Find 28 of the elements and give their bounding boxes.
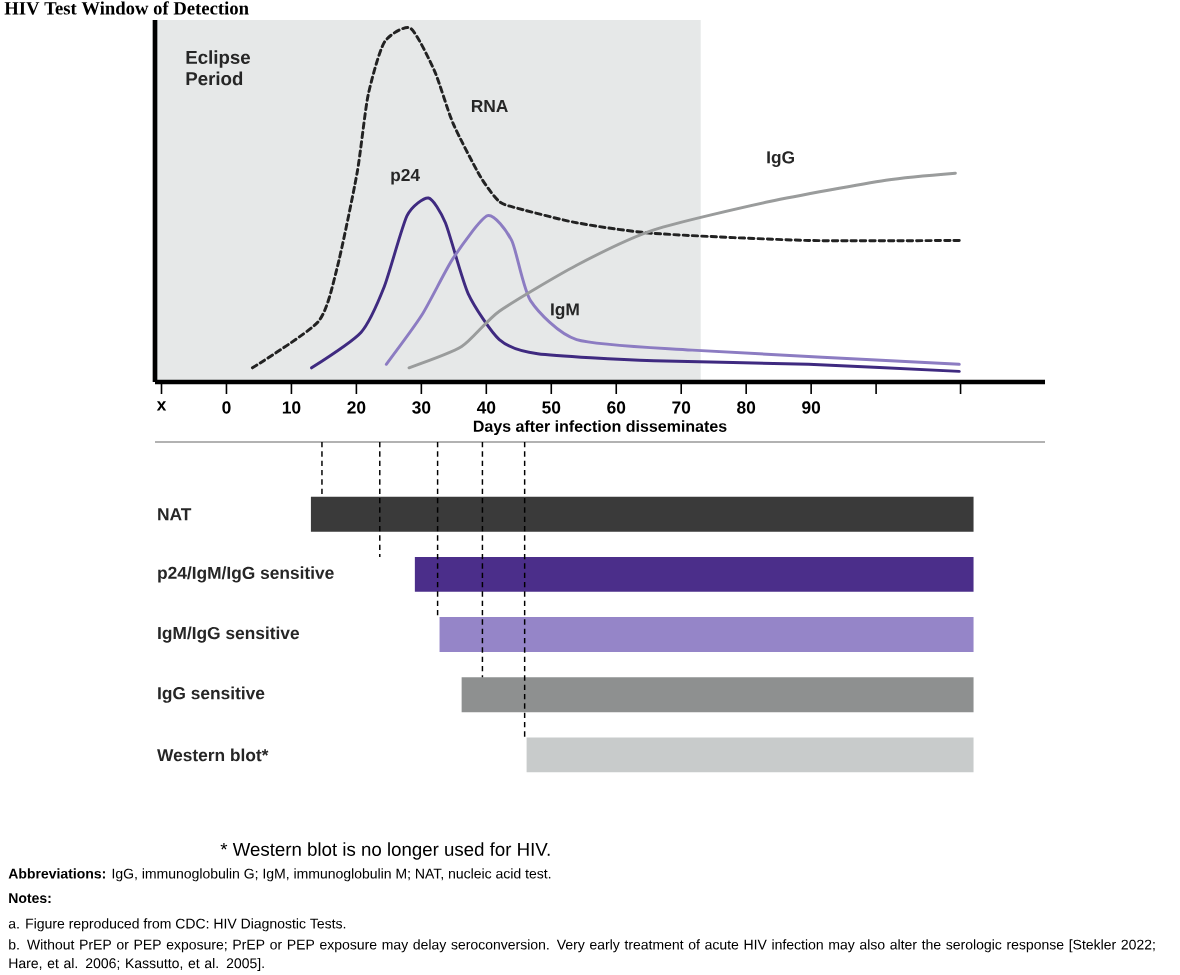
x-tick-label: 90 xyxy=(802,401,821,414)
y-tick-label: NAT xyxy=(158,508,192,521)
x-axis-title: Days after infection disseminates xyxy=(473,420,727,436)
series-label: p24 xyxy=(391,168,420,185)
text: Abbreviations: IgG, immunoglobulin G; IgM, immunoglobulin M; NAT, nucleic acid test. xyxy=(8,868,551,882)
text: b. Without PrEP or PEP exposure; PrEP or PEP exposure may delay seroconversion. Very early treatment of acute HIV infection may also alter the serologic response [Stekler 2022; Hare, et al. 2006; Kassutto, et al. 2005]. xyxy=(9,939,1155,971)
series-label: IgG xyxy=(767,151,794,167)
x-tick-label: 0 xyxy=(222,401,231,414)
x-tick-label: 60 xyxy=(607,401,626,414)
y-tick-label: p24/IgM/IgG sensitive xyxy=(158,566,334,583)
x-tick-label: 70 xyxy=(672,401,691,414)
y-tick-label: IgM/IgG sensitive xyxy=(158,626,300,643)
x-tick-label: 80 xyxy=(737,401,756,414)
x-tick-label: 40 xyxy=(476,401,496,414)
y-tick-label: Western blot* xyxy=(157,748,269,762)
text: Notes: xyxy=(9,893,51,904)
x-tick-label: x xyxy=(156,401,167,411)
x-tick-label: 20 xyxy=(347,401,366,414)
text: a. Figure reproduced from CDC: HIV Diagnostic Tests. xyxy=(8,918,346,932)
chart-title: HIV Test Window of Detection xyxy=(4,1,249,15)
x-tick-label: 50 xyxy=(542,401,561,414)
series-label: IgM xyxy=(551,303,579,320)
x-tick-label: 10 xyxy=(282,401,301,414)
x-tick-label: 30 xyxy=(412,401,431,414)
series-label: RNA xyxy=(471,100,508,112)
y-tick-label: IgG sensitive xyxy=(158,686,265,703)
text: * Western blot is no longer used for HIV. xyxy=(220,842,550,860)
band-label: Eclipse Period xyxy=(186,50,251,86)
